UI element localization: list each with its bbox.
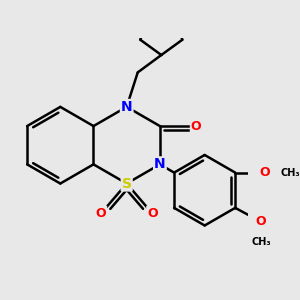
Text: O: O <box>260 166 270 179</box>
Text: N: N <box>154 158 166 171</box>
Text: O: O <box>96 206 106 220</box>
Text: O: O <box>256 215 266 228</box>
Text: O: O <box>147 206 158 220</box>
Text: S: S <box>122 176 132 190</box>
Text: CH₃: CH₃ <box>281 168 300 178</box>
Text: O: O <box>191 120 201 133</box>
Text: CH₃: CH₃ <box>251 238 271 248</box>
Text: N: N <box>121 100 133 114</box>
